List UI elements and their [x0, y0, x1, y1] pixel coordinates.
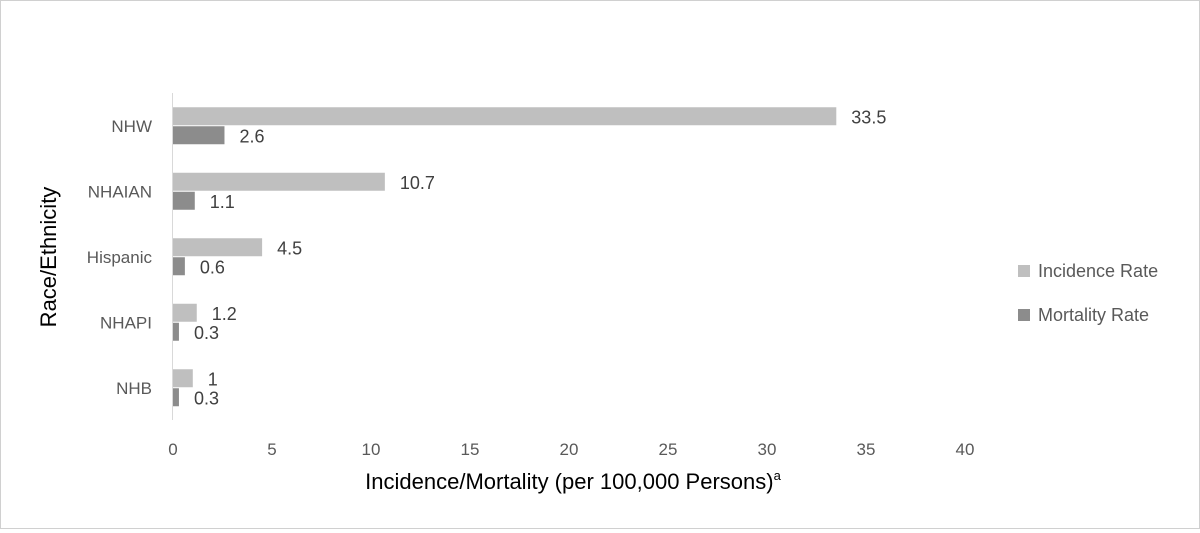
incidence-value-label: 33.5	[851, 107, 886, 127]
bars-group	[173, 107, 837, 407]
x-tick-label: 10	[362, 440, 381, 459]
incidence-bar	[173, 369, 193, 388]
legend-swatch-mortality	[1018, 309, 1030, 321]
category-label: NHW	[111, 117, 152, 136]
mortality-value-label: 0.6	[200, 257, 225, 277]
mortality-bar	[173, 191, 195, 210]
y-axis-title: Race/Ethnicity	[36, 187, 61, 328]
incidence-value-label: 10.7	[400, 173, 435, 193]
mortality-bar	[173, 257, 185, 276]
x-axis-title-superscript: a	[774, 468, 782, 483]
mortality-value-label: 1.1	[210, 192, 235, 212]
legend-swatch-incidence	[1018, 265, 1030, 277]
incidence-value-label: 1	[208, 369, 218, 389]
category-label: NHAPI	[100, 313, 152, 332]
x-tick-label: 40	[956, 440, 975, 459]
incidence-bar	[173, 107, 837, 126]
x-tick-label: 5	[267, 440, 276, 459]
incidence-bar	[173, 172, 385, 191]
legend-label-mortality: Mortality Rate	[1038, 305, 1149, 325]
mortality-bar	[173, 126, 225, 145]
x-tick-label: 0	[168, 440, 177, 459]
mortality-bar	[173, 388, 179, 407]
x-axis-title: Incidence/Mortality (per 100,000 Persons…	[365, 468, 781, 494]
incidence-bar	[173, 303, 197, 322]
data-labels-group: 33.52.610.71.14.50.61.20.310.3	[194, 107, 886, 408]
incidence-bar	[173, 238, 263, 257]
mortality-value-label: 0.3	[194, 323, 219, 343]
legend-label-incidence: Incidence Rate	[1038, 261, 1158, 281]
x-tick-label: 25	[659, 440, 678, 459]
x-tick-label: 35	[857, 440, 876, 459]
category-label: NHB	[116, 379, 152, 398]
category-label: NHAIAN	[88, 182, 152, 201]
category-label: Hispanic	[87, 248, 153, 267]
x-axis-title-text: Incidence/Mortality (per 100,000 Persons…	[365, 469, 773, 494]
mortality-bar	[173, 322, 179, 341]
x-tick-label: 30	[758, 440, 777, 459]
legend: Incidence Rate Mortality Rate	[1018, 261, 1158, 325]
x-tick-labels-group: 0 5 10 15 20 25 30 35 40	[168, 440, 974, 459]
incidence-value-label: 4.5	[277, 238, 302, 258]
category-labels-group: NHW NHAIAN Hispanic NHAPI NHB	[87, 117, 153, 398]
mortality-value-label: 0.3	[194, 388, 219, 408]
mortality-value-label: 2.6	[239, 126, 264, 146]
x-tick-label: 15	[461, 440, 480, 459]
incidence-value-label: 1.2	[212, 304, 237, 324]
x-tick-label: 20	[560, 440, 579, 459]
